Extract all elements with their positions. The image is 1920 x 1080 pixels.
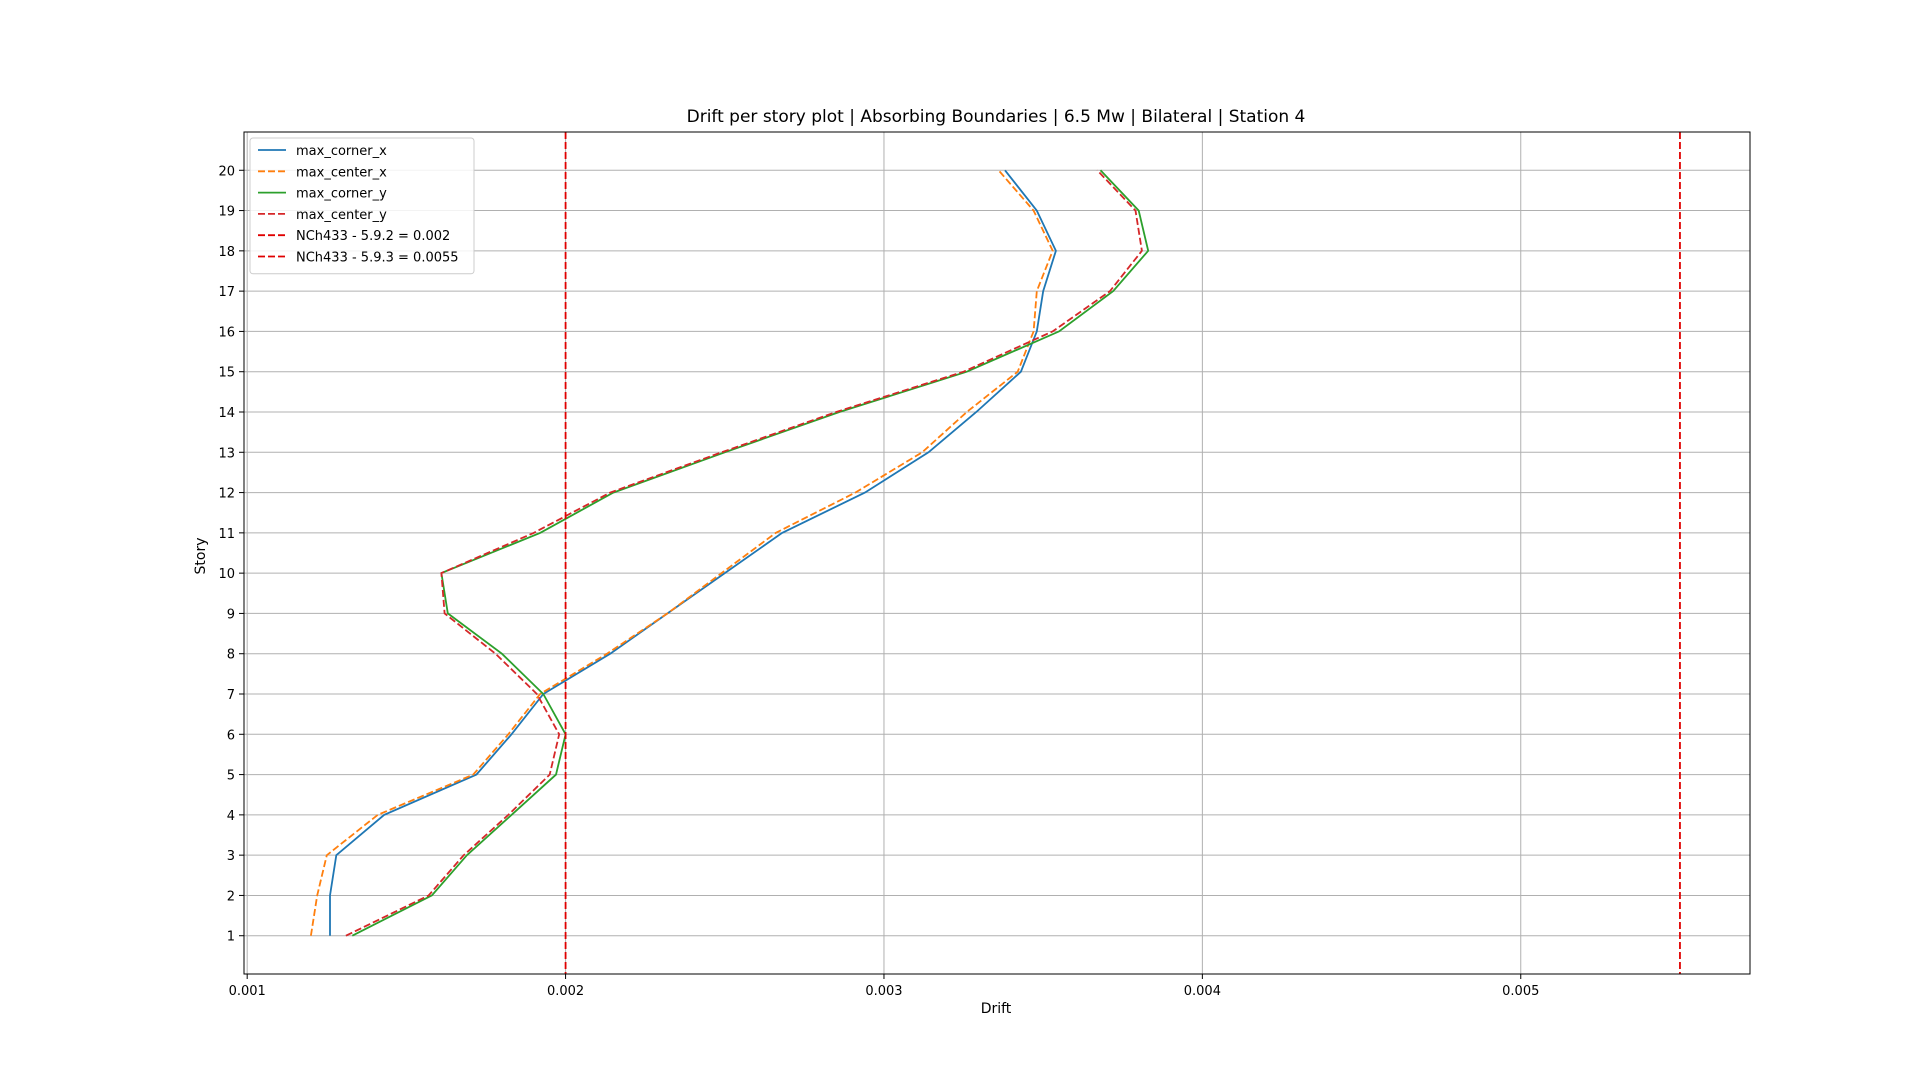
plot-area	[310, 132, 1681, 974]
axes-frame	[243, 131, 1751, 975]
y-tick-label: 15	[218, 366, 235, 381]
y-tick-label: 5	[227, 769, 235, 784]
x-tick-label: 0.001	[229, 984, 266, 999]
y-tick-label: 19	[218, 205, 235, 220]
y-tick-label: 12	[218, 487, 235, 502]
series-line-max-corner-x	[329, 169, 1057, 936]
chart-title: Drift per story plot | Absorbing Boundar…	[687, 107, 1306, 127]
legend-label: max_center_y	[296, 208, 387, 223]
y-tick-label: 4	[227, 809, 235, 824]
series-line-max-center-x	[310, 169, 1054, 936]
y-tick-label: 11	[218, 527, 235, 542]
x-tick-label: 0.004	[1184, 984, 1221, 999]
legend: max_corner_x max_center_x max_corner_y max_…	[249, 137, 475, 275]
y-tick-label: 17	[218, 285, 235, 300]
series-line-max-corner-y	[351, 169, 1150, 937]
legend-label: max_corner_x	[296, 144, 387, 159]
y-tick-label: 6	[227, 728, 235, 743]
series-line-max-center-y	[345, 169, 1143, 937]
y-tick-label: 8	[227, 648, 235, 663]
y-tick-label: 20	[218, 164, 235, 179]
legend-label: NCh433 - 5.9.2 = 0.002	[296, 229, 450, 244]
y-tick-label: 1	[227, 930, 235, 945]
y-tick-label: 7	[227, 688, 235, 703]
legend-label: max_center_x	[296, 165, 387, 180]
y-tick-label: 18	[218, 245, 235, 260]
grid	[244, 132, 1750, 974]
axis-ticks: 0.001 0.002 0.003 0.004 0.005123456789101112…	[218, 164, 1539, 999]
x-tick-label: 0.003	[865, 984, 902, 999]
y-tick-label: 2	[227, 889, 235, 904]
legend-label: NCh433 - 5.9.3 = 0.0055	[296, 251, 459, 266]
x-tick-label: 0.002	[547, 984, 584, 999]
y-tick-label: 3	[227, 849, 235, 864]
y-axis-label: Story	[193, 538, 209, 575]
y-tick-label: 10	[218, 567, 235, 582]
y-tick-label: 14	[218, 406, 235, 421]
x-axis-label: Drift	[981, 1001, 1012, 1017]
y-tick-label: 13	[218, 446, 235, 461]
legend-label: max_corner_y	[296, 187, 387, 202]
y-tick-label: 16	[218, 325, 235, 340]
legend-box	[249, 137, 475, 275]
y-tick-label: 9	[227, 607, 235, 622]
x-tick-label: 0.005	[1502, 984, 1539, 999]
